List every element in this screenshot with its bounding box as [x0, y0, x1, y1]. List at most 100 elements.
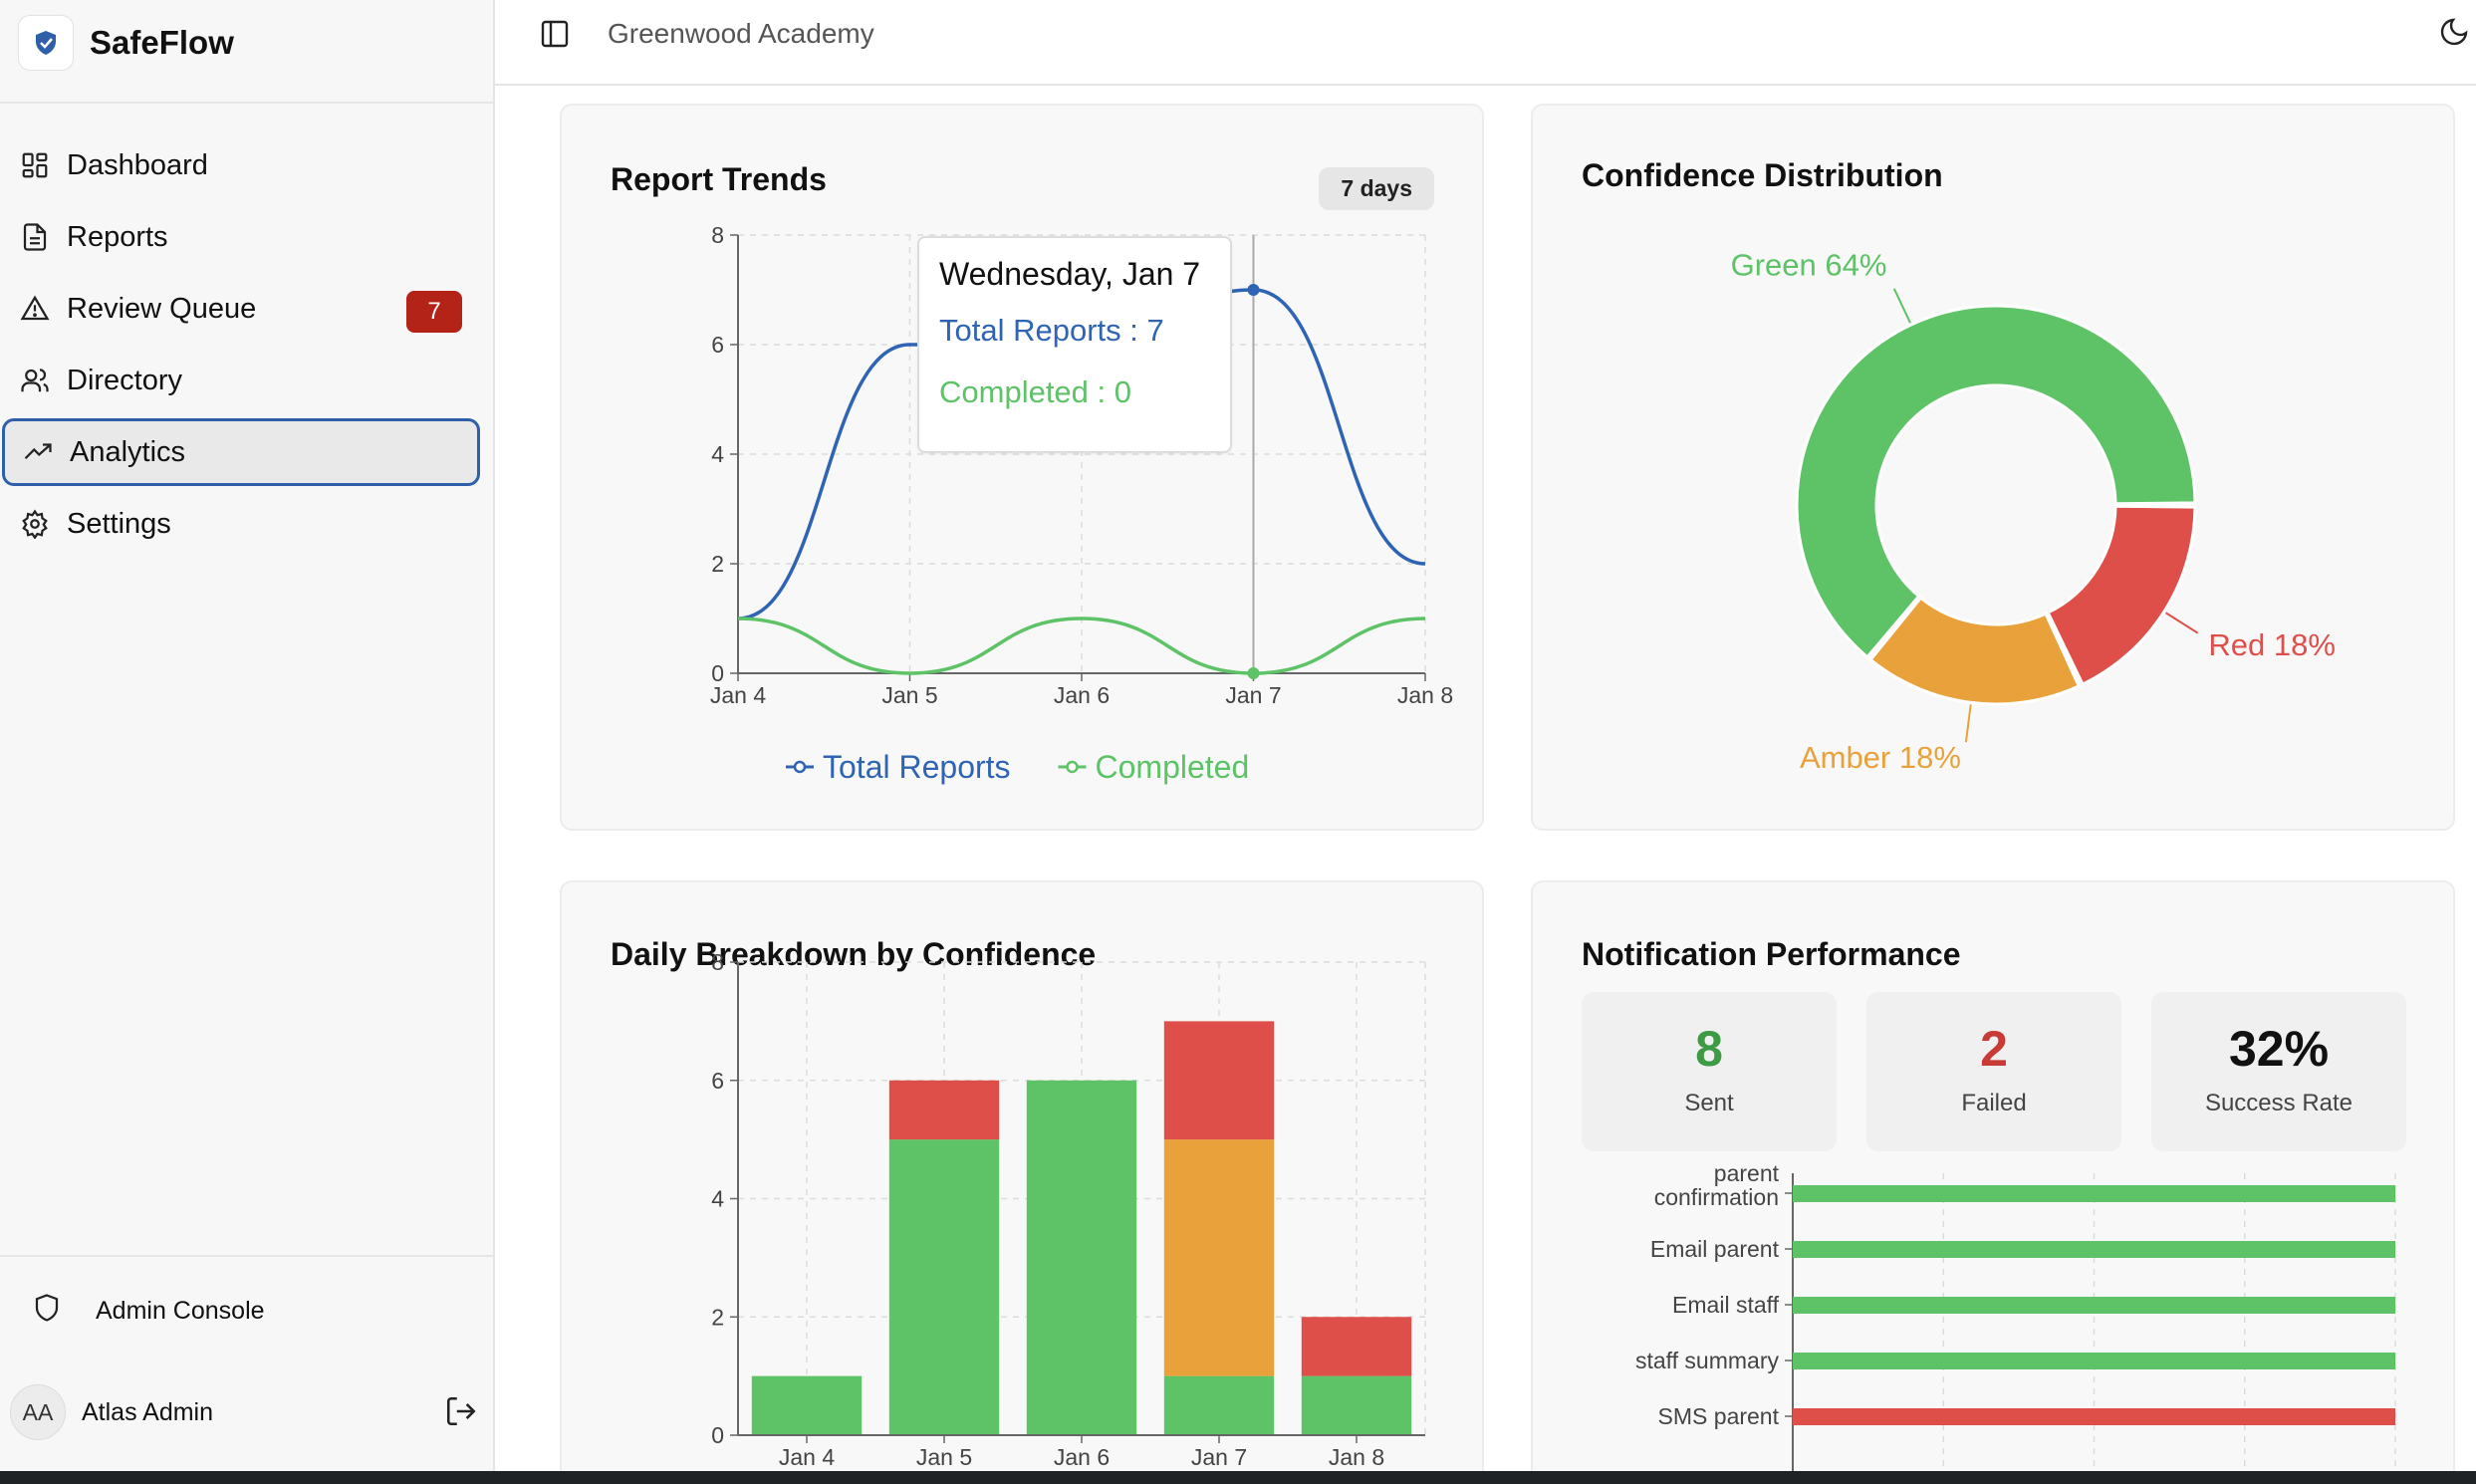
tooltip-title: Wednesday, Jan 7 — [939, 256, 1201, 292]
sidebar-divider — [0, 102, 493, 104]
confidence-donut-chart: Red 18% Amber 18% Green 64% — [1731, 248, 2336, 775]
y-tick-label: 6 — [711, 1068, 724, 1094]
donut-slice-amber — [1868, 596, 2082, 706]
legend-label: Completed — [1096, 749, 1250, 785]
confidence-distribution-title: Confidence Distribution — [1582, 157, 1943, 193]
bar-segment-amber — [1163, 1139, 1275, 1376]
confidence-distribution-card: Confidence Distribution Red 18% Amber 18%… — [1531, 104, 2455, 831]
channel-label: Email parent — [1650, 1236, 1780, 1262]
sidebar-toggle-icon[interactable] — [539, 18, 571, 55]
tooltip-total-reports: Total Reports : 7 — [939, 313, 1164, 348]
slice-label-leader — [1892, 288, 1911, 324]
bar-segment-red — [888, 1080, 1000, 1140]
daily-breakdown-title: Daily Breakdown by Confidence — [611, 936, 1097, 972]
y-tick-label: 2 — [711, 551, 724, 577]
safeflow-logo-icon — [18, 15, 74, 71]
bar-segment-green — [888, 1139, 1000, 1435]
organization-name: Greenwood Academy — [608, 18, 874, 49]
bar-segment-green — [1301, 1375, 1412, 1435]
daily-breakdown-card: Daily Breakdown by Confidence 0 2 4 6 8 Jan 4… — [560, 880, 1484, 1471]
sidebar-item-label: Reports — [67, 220, 168, 253]
stat-sent: 8 Sent — [1582, 992, 1837, 1151]
sidebar-item-dashboard[interactable]: Dashboard — [2, 131, 480, 199]
top-header: Greenwood Academy — [495, 0, 2476, 86]
x-tick-label: Jan 4 — [710, 682, 766, 708]
slice-label: Amber 18% — [1800, 740, 1961, 775]
channel-bar — [1793, 1297, 2395, 1314]
report-trends-title: Report Trends — [611, 161, 827, 197]
sidebar-item-label: Dashboard — [67, 148, 208, 181]
sidebar-divider — [0, 1255, 493, 1257]
channel-label: SMS parent — [1658, 1403, 1780, 1429]
sidebar: SafeFlow Dashboard Reports Review Queue … — [0, 0, 495, 1471]
y-tick-label: 4 — [711, 1186, 724, 1212]
channel-label: confirmation — [1654, 1184, 1779, 1210]
slice-label: Red 18% — [2208, 627, 2336, 662]
user-name: Atlas Admin — [82, 1397, 214, 1426]
channel-bar — [1793, 1353, 2395, 1369]
x-tick-label: Jan 6 — [1054, 682, 1110, 708]
shield-icon — [32, 1293, 62, 1330]
y-tick-label: 8 — [711, 949, 724, 975]
trending-up-icon — [21, 435, 55, 469]
y-tick-label: 0 — [711, 660, 724, 686]
stat-sent-value: 8 — [1695, 1021, 1723, 1077]
sidebar-item-analytics[interactable]: Analytics — [2, 418, 480, 486]
x-tick-label: Jan 5 — [916, 1444, 972, 1470]
notification-performance-title: Notification Performance — [1582, 936, 1961, 972]
moon-icon[interactable] — [2438, 16, 2470, 53]
stat-success-rate-value: 32% — [2228, 1021, 2330, 1077]
legend-label: Total Reports — [823, 749, 1011, 785]
slice-label: Green 64% — [1731, 248, 1887, 283]
sidebar-item-review-queue[interactable]: Review Queue 7 — [2, 275, 480, 343]
active-point — [1247, 667, 1260, 679]
stat-failed-label: Failed — [1961, 1090, 2027, 1116]
x-tick-label: Jan 4 — [779, 1444, 835, 1470]
channel-label: staff summary — [1635, 1348, 1779, 1373]
stat-failed-value: 2 — [1980, 1021, 2008, 1077]
y-tick-label: 6 — [711, 332, 724, 358]
gear-icon — [18, 507, 52, 541]
slice-label-leader — [2165, 612, 2199, 634]
dashboard-grid-icon — [18, 148, 52, 182]
brand[interactable]: SafeFlow — [18, 14, 234, 72]
document-icon — [18, 220, 52, 254]
slice-label-leader — [1964, 704, 1972, 743]
sidebar-item-settings[interactable]: Settings — [2, 490, 480, 558]
admin-console-link[interactable]: Admin Console — [32, 1293, 265, 1330]
avatar[interactable]: AA — [10, 1384, 66, 1440]
chart-tooltip: Wednesday, Jan 7 Total Reports : 7 Compl… — [917, 236, 1232, 453]
x-tick-label: Jan 5 — [881, 682, 937, 708]
bar-segment-red — [1163, 1021, 1275, 1140]
y-tick-label: 0 — [711, 1422, 724, 1448]
sidebar-item-label: Settings — [67, 507, 171, 540]
donut-slice-green — [1795, 304, 2197, 659]
y-tick-label: 2 — [711, 1304, 724, 1330]
sidebar-item-directory[interactable]: Directory — [2, 347, 480, 414]
app-name: SafeFlow — [90, 24, 234, 61]
stat-sent-label: Sent — [1684, 1090, 1734, 1116]
bar-segment-red — [1301, 1317, 1412, 1376]
sidebar-item-reports[interactable]: Reports — [2, 203, 480, 271]
daily-breakdown-chart: 0 2 4 6 8 Jan 4 Jan 5 Jan 6 Jan 7 Jan 8 — [711, 949, 1426, 1470]
stat-success-rate: 32% Success Rate — [2151, 992, 2406, 1151]
x-tick-label: Jan 8 — [1329, 1444, 1384, 1470]
series-line-completed — [737, 617, 1426, 675]
logout-icon[interactable] — [444, 1394, 478, 1433]
bar-segment-green — [1163, 1375, 1275, 1435]
review-queue-count-badge: 7 — [406, 291, 462, 333]
channel-bar — [1793, 1241, 2395, 1258]
notification-performance-card: Notification Performance 8 Sent 2 Failed… — [1531, 880, 2455, 1471]
y-tick-label: 8 — [711, 222, 724, 248]
channel-label: parent — [1714, 1160, 1780, 1186]
x-tick-label: Jan 6 — [1054, 1444, 1110, 1470]
bar-segment-green — [1026, 1080, 1137, 1435]
range-selector-pill[interactable]: 7 days — [1319, 167, 1434, 210]
bottom-bar — [0, 1471, 2476, 1484]
legend-marker-dot — [793, 760, 807, 774]
stat-success-rate-label: Success Rate — [2204, 1090, 2353, 1116]
user-profile: AA Atlas Admin — [10, 1382, 478, 1442]
analytics-main: Report Trends 7 days 0 2 4 6 8 Jan 4 Jan 5 Jan … — [495, 88, 2476, 1471]
donut-slice-red — [2046, 504, 2197, 687]
